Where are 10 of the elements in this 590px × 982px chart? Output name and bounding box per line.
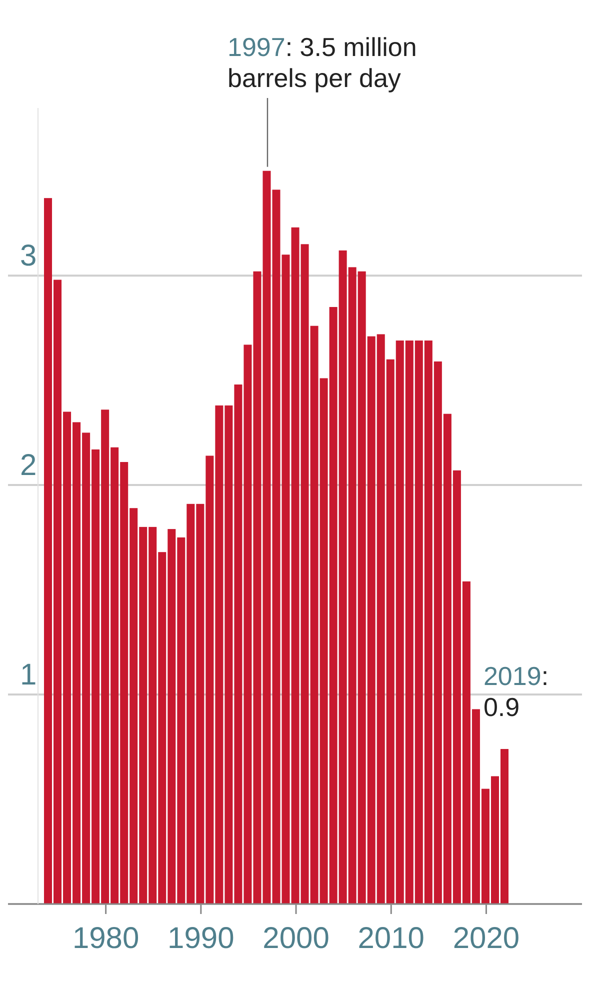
x-tick-label: 2020 <box>452 922 520 955</box>
y-tick-label: 2 <box>20 449 37 482</box>
annotation: 1997: 3.5 million barrels per day <box>227 32 417 93</box>
x-tick-label: 2010 <box>358 922 424 955</box>
annotation: 2019: 0.9 <box>483 661 549 722</box>
x-tick-label: 2000 <box>262 922 330 955</box>
x-tick-label: 1980 <box>72 922 140 955</box>
y-tick-label: 1 <box>20 658 37 692</box>
x-tick-label: 1990 <box>168 922 234 955</box>
y-tick-label: 3 <box>20 240 37 273</box>
